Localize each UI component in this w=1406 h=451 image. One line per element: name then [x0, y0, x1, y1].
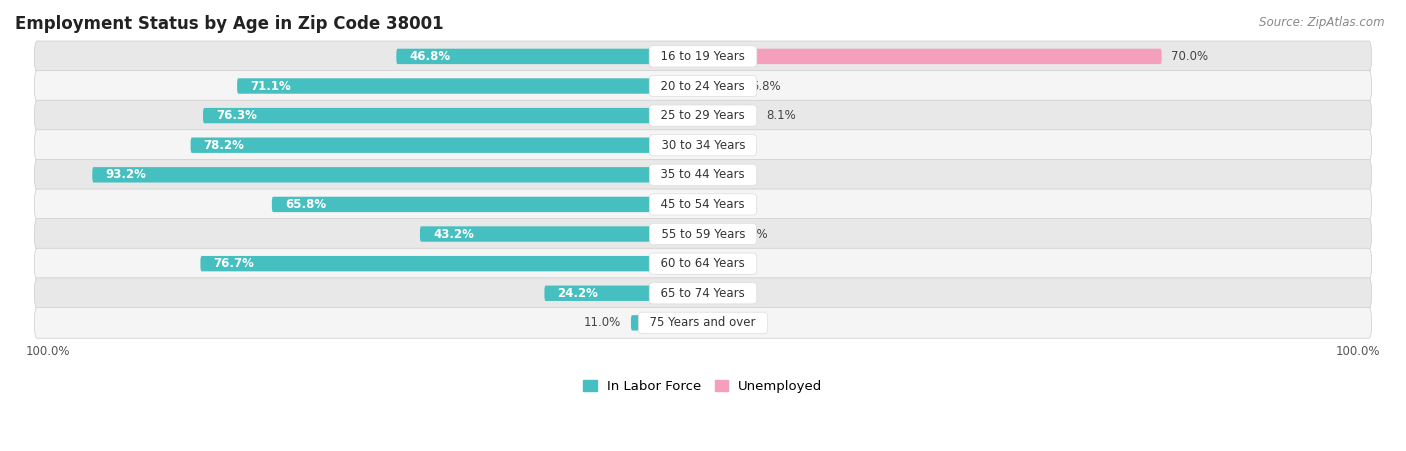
Text: 60 to 64 Years: 60 to 64 Years	[654, 257, 752, 270]
Text: 43.2%: 43.2%	[433, 228, 474, 240]
FancyBboxPatch shape	[191, 138, 703, 153]
FancyBboxPatch shape	[703, 78, 741, 94]
Text: 0.0%: 0.0%	[713, 257, 742, 270]
FancyBboxPatch shape	[631, 315, 703, 331]
Text: 65.8%: 65.8%	[285, 198, 326, 211]
FancyBboxPatch shape	[35, 278, 1371, 308]
FancyBboxPatch shape	[35, 248, 1371, 279]
Text: 30 to 34 Years: 30 to 34 Years	[654, 139, 752, 152]
Text: 70.0%: 70.0%	[1171, 50, 1209, 63]
FancyBboxPatch shape	[396, 49, 703, 64]
FancyBboxPatch shape	[35, 41, 1371, 72]
FancyBboxPatch shape	[703, 49, 1161, 64]
Text: 0.0%: 0.0%	[713, 168, 742, 181]
Text: 0.0%: 0.0%	[713, 316, 742, 329]
FancyBboxPatch shape	[703, 226, 728, 242]
Text: 65 to 74 Years: 65 to 74 Years	[654, 287, 752, 300]
Legend: In Labor Force, Unemployed: In Labor Force, Unemployed	[578, 375, 828, 398]
Text: Source: ZipAtlas.com: Source: ZipAtlas.com	[1260, 16, 1385, 29]
Text: 46.8%: 46.8%	[409, 50, 450, 63]
Text: 25 to 29 Years: 25 to 29 Years	[654, 109, 752, 122]
Text: 11.0%: 11.0%	[583, 316, 621, 329]
Text: 0.0%: 0.0%	[713, 198, 742, 211]
FancyBboxPatch shape	[238, 78, 703, 94]
Text: 45 to 54 Years: 45 to 54 Years	[654, 198, 752, 211]
Text: 1.0%: 1.0%	[720, 139, 749, 152]
FancyBboxPatch shape	[703, 108, 756, 123]
FancyBboxPatch shape	[271, 197, 703, 212]
Text: 76.7%: 76.7%	[214, 257, 254, 270]
Text: 20 to 24 Years: 20 to 24 Years	[654, 79, 752, 92]
Text: 0.0%: 0.0%	[713, 287, 742, 300]
FancyBboxPatch shape	[544, 285, 703, 301]
FancyBboxPatch shape	[35, 189, 1371, 220]
Text: 16 to 19 Years: 16 to 19 Years	[654, 50, 752, 63]
FancyBboxPatch shape	[201, 256, 703, 272]
Text: 78.2%: 78.2%	[204, 139, 245, 152]
Text: 24.2%: 24.2%	[558, 287, 599, 300]
FancyBboxPatch shape	[202, 108, 703, 123]
Text: 5.8%: 5.8%	[751, 79, 780, 92]
FancyBboxPatch shape	[35, 219, 1371, 249]
Text: 3.8%: 3.8%	[738, 228, 768, 240]
FancyBboxPatch shape	[420, 226, 703, 242]
FancyBboxPatch shape	[35, 71, 1371, 101]
Text: 71.1%: 71.1%	[250, 79, 291, 92]
Text: 8.1%: 8.1%	[766, 109, 796, 122]
Text: 35 to 44 Years: 35 to 44 Years	[654, 168, 752, 181]
FancyBboxPatch shape	[35, 159, 1371, 190]
FancyBboxPatch shape	[35, 100, 1371, 131]
Text: 55 to 59 Years: 55 to 59 Years	[654, 228, 752, 240]
Text: 76.3%: 76.3%	[217, 109, 257, 122]
Text: 75 Years and over: 75 Years and over	[643, 316, 763, 329]
FancyBboxPatch shape	[35, 130, 1371, 161]
Text: Employment Status by Age in Zip Code 38001: Employment Status by Age in Zip Code 380…	[15, 15, 444, 33]
Text: 93.2%: 93.2%	[105, 168, 146, 181]
FancyBboxPatch shape	[35, 308, 1371, 338]
FancyBboxPatch shape	[93, 167, 703, 183]
FancyBboxPatch shape	[703, 138, 710, 153]
